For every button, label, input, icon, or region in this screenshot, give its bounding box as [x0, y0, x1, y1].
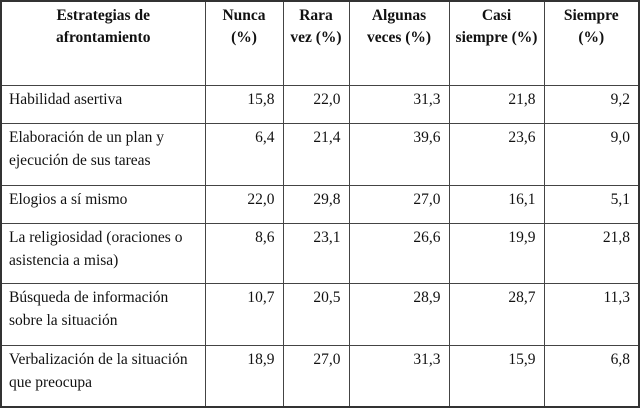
value-cell: 8,6: [204, 222, 284, 284]
value-cell: 27,0: [282, 344, 350, 408]
strategy-cell: La religiosidad (oraciones o asistencia …: [0, 222, 206, 284]
table-row: Verbalización de la situación que preocu…: [0, 344, 640, 408]
value-cell: 28,7: [448, 282, 545, 346]
value-cell: 15,8: [204, 84, 284, 124]
header-never: Nunca (%): [204, 0, 284, 86]
header-strategy: Estrategias de afrontamiento: [0, 0, 206, 86]
value-cell: 29,8: [282, 184, 350, 224]
value-cell: 23,1: [282, 222, 350, 284]
strategy-cell: Elogios a sí mismo: [0, 184, 206, 224]
header-almost-always: Casi siempre (%): [448, 0, 545, 86]
header-row: Estrategias de afrontamiento Nunca (%) R…: [0, 0, 640, 86]
value-cell: 31,3: [348, 84, 450, 124]
table-row: Habilidad asertiva 15,8 22,0 31,3 21,8 9…: [0, 84, 640, 124]
value-cell: 27,0: [348, 184, 450, 224]
value-cell: 16,1: [448, 184, 545, 224]
value-cell: 11,3: [543, 282, 640, 346]
table-row: Búsqueda de información sobre la situaci…: [0, 282, 640, 346]
value-cell: 20,5: [282, 282, 350, 346]
value-cell: 31,3: [348, 344, 450, 408]
value-cell: 28,9: [348, 282, 450, 346]
strategy-cell: Búsqueda de información sobre la situaci…: [0, 282, 206, 346]
strategy-cell: Elaboración de un plan y ejecución de su…: [0, 122, 206, 186]
value-cell: 9,0: [543, 122, 640, 186]
strategy-cell: Habilidad asertiva: [0, 84, 206, 124]
value-cell: 6,8: [543, 344, 640, 408]
value-cell: 19,9: [448, 222, 545, 284]
value-cell: 23,6: [448, 122, 545, 186]
value-cell: 21,4: [282, 122, 350, 186]
value-cell: 22,0: [204, 184, 284, 224]
value-cell: 21,8: [543, 222, 640, 284]
value-cell: 21,8: [448, 84, 545, 124]
value-cell: 22,0: [282, 84, 350, 124]
value-cell: 5,1: [543, 184, 640, 224]
table-row: La religiosidad (oraciones o asistencia …: [0, 222, 640, 284]
value-cell: 26,6: [348, 222, 450, 284]
value-cell: 10,7: [204, 282, 284, 346]
strategy-cell: Verbalización de la situación que preocu…: [0, 344, 206, 408]
table-row: Elogios a sí mismo 22,0 29,8 27,0 16,1 5…: [0, 184, 640, 224]
table-row: Elaboración de un plan y ejecución de su…: [0, 122, 640, 186]
value-cell: 39,6: [348, 122, 450, 186]
value-cell: 15,9: [448, 344, 545, 408]
header-always: Siempre (%): [543, 0, 640, 86]
value-cell: 6,4: [204, 122, 284, 186]
header-sometimes: Algunas veces (%): [348, 0, 450, 86]
value-cell: 9,2: [543, 84, 640, 124]
header-rarely: Rara vez (%): [282, 0, 350, 86]
value-cell: 18,9: [204, 344, 284, 408]
